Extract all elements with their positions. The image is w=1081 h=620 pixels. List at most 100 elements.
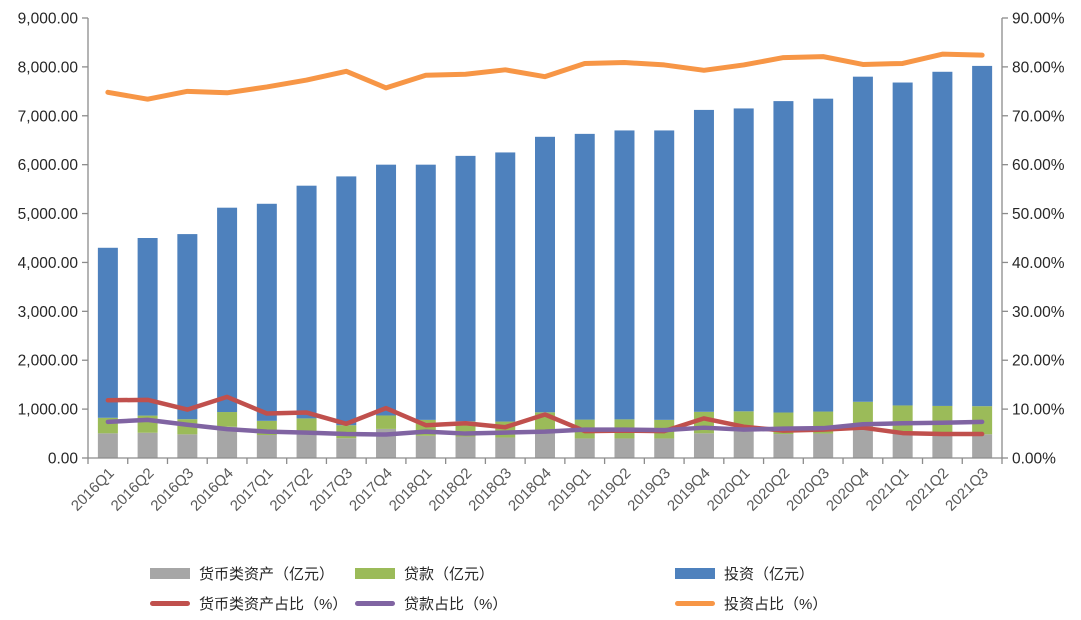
x-category-label: 2019Q1 xyxy=(545,465,595,515)
y-left-tick-label: 8,000.00 xyxy=(18,59,79,76)
y-right-tick-label: 0.00% xyxy=(1012,451,1056,468)
x-category-label: 2018Q2 xyxy=(426,465,476,515)
y-right-tick-label: 70.00% xyxy=(1012,108,1065,125)
x-category-label: 2021Q2 xyxy=(902,465,952,515)
y-left-tick-label: 2,000.00 xyxy=(18,353,79,370)
x-category-label: 2019Q2 xyxy=(585,465,635,515)
y-left-tick-label: 0.00 xyxy=(48,451,79,468)
legend-item-monetary-ratio: 货币类资产占比（%） xyxy=(150,592,347,614)
y-right-tick-label: 40.00% xyxy=(1012,255,1065,272)
legend-label: 货币类资产占比（%） xyxy=(199,595,348,613)
x-category-label: 2017Q2 xyxy=(267,465,317,515)
legend-item-monetary-assets: 货币类资产（亿元） xyxy=(150,562,334,584)
x-axis-ticks xyxy=(87,458,1003,464)
bar-segment-2-2018Q3 xyxy=(495,152,516,422)
bar-segment-0-2019Q1 xyxy=(574,438,595,458)
legend-item-loan-ratio: 贷款占比（%） xyxy=(355,592,507,614)
bar-segment-1-2017Q4 xyxy=(376,415,397,429)
x-category-label: 2021Q1 xyxy=(863,465,913,515)
bar-segment-2-2017Q3 xyxy=(336,176,357,426)
bar-segment-0-2020Q3 xyxy=(813,433,834,458)
bar-segment-0-2018Q4 xyxy=(535,429,555,458)
y-right-tick-label: 50.00% xyxy=(1012,206,1065,223)
x-category-label: 2016Q2 xyxy=(108,465,158,515)
bar-segment-2-2019Q3 xyxy=(654,130,675,420)
bar-segment-2-2016Q3 xyxy=(177,234,198,420)
x-category-label: 2020Q4 xyxy=(823,465,873,515)
bar-segment-2-2019Q2 xyxy=(614,130,635,420)
y-axis-left-labels: 0.00 1,000.00 2,000.00 3,000.00 4,000.00 5,00… xyxy=(18,11,88,468)
bar-segment-0-2017Q3 xyxy=(336,438,357,458)
y-left-tick-label: 7,000.00 xyxy=(18,108,79,125)
bar-segment-0-2019Q3 xyxy=(654,438,675,458)
bar-segment-0-2018Q2 xyxy=(455,436,476,458)
bar-segment-0-2016Q3 xyxy=(177,434,198,458)
bar-segment-2-2018Q1 xyxy=(415,164,436,420)
bar-segment-2-2019Q1 xyxy=(574,133,595,420)
bar-segment-0-2017Q2 xyxy=(296,432,317,458)
bar-segment-1-2020Q4 xyxy=(852,401,873,428)
bar-segment-1-2021Q2 xyxy=(932,405,953,434)
bar-segment-2-2020Q3 xyxy=(813,98,834,412)
bar-segment-2-2016Q1 xyxy=(97,247,118,418)
bar-segment-2-2021Q2 xyxy=(932,71,953,406)
bar-segment-0-2016Q1 xyxy=(97,433,118,458)
y-right-tick-label: 10.00% xyxy=(1012,402,1065,419)
bar-segment-0-2021Q1 xyxy=(892,431,913,458)
bar-segment-0-2020Q1 xyxy=(733,431,754,458)
bar-segment-0-2018Q3 xyxy=(495,437,516,458)
bar-segment-0-2019Q4 xyxy=(693,433,714,458)
bar-segment-2-2016Q2 xyxy=(137,238,158,416)
bar-segment-2-2020Q2 xyxy=(773,101,794,413)
bar-segment-1-2017Q2 xyxy=(296,418,317,433)
y-right-tick-label: 30.00% xyxy=(1012,304,1065,321)
legend-swatch-loans xyxy=(355,567,395,579)
bar-segment-0-2019Q2 xyxy=(614,438,635,458)
line-series-1 xyxy=(105,417,985,437)
x-category-label: 2020Q1 xyxy=(704,465,754,515)
bar-segment-2-2021Q1 xyxy=(892,82,913,406)
bar-segment-2-2017Q4 xyxy=(376,164,397,416)
legend-item-loans: 贷款（亿元） xyxy=(355,562,494,584)
y-right-tick-label: 60.00% xyxy=(1012,157,1065,174)
bar-segment-2-2017Q1 xyxy=(256,203,277,421)
bar-segment-0-2021Q2 xyxy=(932,433,953,458)
x-category-label: 2019Q3 xyxy=(624,465,674,515)
legend-swatch-monetary-ratio xyxy=(150,600,190,606)
legend-item-investment: 投资（亿元） xyxy=(675,562,814,584)
x-category-label: 2018Q4 xyxy=(505,465,555,515)
y-left-tick-label: 1,000.00 xyxy=(18,402,79,419)
legend-item-investment-ratio: 投资占比（%） xyxy=(675,592,827,614)
x-category-label: 2016Q4 xyxy=(187,465,237,515)
legend-label: 贷款占比（%） xyxy=(404,595,508,613)
y-axis-right-labels: 0.00% 10.00% 20.00% 30.00% 40.00% 50.00% 60.00… xyxy=(1002,11,1065,468)
bar-segment-1-2021Q1 xyxy=(892,405,913,432)
bar-segment-0-2016Q4 xyxy=(217,426,238,458)
bar-segment-0-2020Q2 xyxy=(773,434,794,458)
y-right-tick-label: 80.00% xyxy=(1012,59,1065,76)
legend-label: 货币类资产（亿元） xyxy=(199,565,335,583)
bar-segment-2-2020Q1 xyxy=(733,108,754,412)
bar-segment-2-2021Q3 xyxy=(972,65,993,407)
x-category-label: 2020Q3 xyxy=(783,465,833,515)
bar-segment-2-2020Q4 xyxy=(852,76,873,402)
axes-group xyxy=(87,18,1003,459)
legend-swatch-investment xyxy=(675,567,715,579)
x-axis-labels: 2016Q12016Q22016Q32016Q42017Q12017Q22017… xyxy=(68,465,992,515)
x-category-label: 2019Q4 xyxy=(664,465,714,515)
x-category-label: 2017Q1 xyxy=(227,465,277,515)
x-category-label: 2016Q3 xyxy=(147,465,197,515)
legend-label: 投资（亿元） xyxy=(724,565,815,583)
bar-segment-0-2018Q1 xyxy=(415,435,436,458)
y-right-tick-label: 90.00% xyxy=(1012,11,1065,28)
x-category-label: 2021Q3 xyxy=(942,465,992,515)
legend-swatch-investment-ratio xyxy=(675,600,715,606)
legend-label: 贷款（亿元） xyxy=(404,565,495,583)
line-series-2 xyxy=(105,51,985,102)
y-left-tick-label: 3,000.00 xyxy=(18,304,79,321)
bar-segment-2-2016Q4 xyxy=(217,207,238,413)
bar-segment-0-2021Q3 xyxy=(972,434,993,458)
